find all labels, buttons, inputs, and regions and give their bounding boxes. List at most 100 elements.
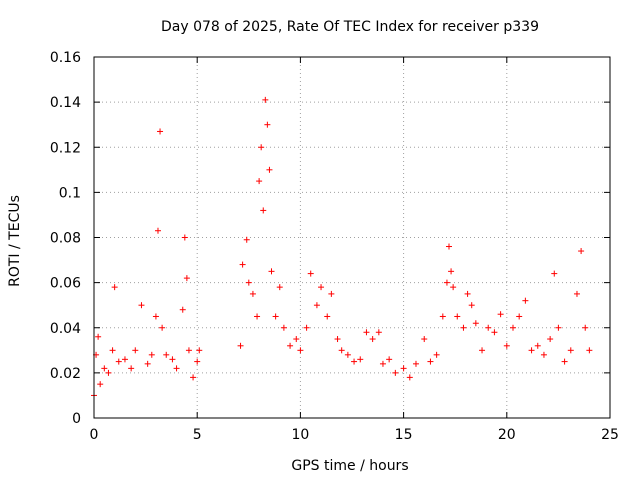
data-point (439, 313, 446, 320)
chart-title: Day 078 of 2025, Rate Of TEC Index for r… (161, 19, 539, 35)
data-point (97, 381, 104, 388)
data-point (159, 324, 166, 331)
data-point (196, 347, 203, 354)
data-point (363, 329, 370, 336)
data-point (573, 290, 580, 297)
data-point (386, 356, 393, 363)
data-point (105, 369, 112, 376)
data-point (509, 324, 516, 331)
data-point (448, 268, 455, 275)
x-tick-label: 5 (193, 427, 202, 443)
data-point (540, 351, 547, 358)
data-point (551, 270, 558, 277)
data-point (194, 358, 201, 365)
data-point (154, 227, 161, 234)
data-point (503, 342, 510, 349)
data-point (169, 356, 176, 363)
x-tick-label: 10 (291, 427, 309, 443)
data-point (183, 275, 190, 282)
x-tick-label: 15 (395, 427, 413, 443)
data-point (243, 236, 250, 243)
data-point (163, 351, 170, 358)
data-point (121, 356, 128, 363)
data-point (446, 243, 453, 250)
y-tick-label: 0.02 (50, 366, 81, 382)
data-point (534, 342, 541, 349)
data-point (254, 313, 261, 320)
data-point (485, 324, 492, 331)
data-point (115, 358, 122, 365)
x-tick-labels: 0 5 10 15 20 25 (90, 427, 619, 443)
data-point (138, 302, 145, 309)
y-tick-label: 0.1 (59, 185, 81, 201)
data-point (472, 320, 479, 327)
data-point (491, 329, 498, 336)
data-point (152, 313, 159, 320)
data-point (522, 297, 529, 304)
y-tick-label: 0.08 (50, 231, 81, 247)
data-point (344, 351, 351, 358)
data-point (262, 96, 269, 103)
data-point (567, 347, 574, 354)
data-point (239, 261, 246, 268)
data-point (185, 347, 192, 354)
data-point (334, 336, 341, 343)
y-axis-label: ROTI / TECUs (7, 195, 23, 287)
axis-ticks (93, 56, 611, 419)
data-point (528, 347, 535, 354)
data-point (256, 178, 263, 185)
data-point (338, 347, 345, 354)
y-tick-label: 0.14 (50, 95, 81, 111)
data-point (516, 313, 523, 320)
data-point (179, 306, 186, 313)
data-point (260, 207, 267, 214)
grid-lines (94, 57, 610, 418)
data-point (464, 290, 471, 297)
data-point (237, 342, 244, 349)
data-point (258, 144, 265, 151)
data-point (268, 268, 275, 275)
data-point (357, 356, 364, 363)
data-point (421, 336, 428, 343)
data-point (375, 329, 382, 336)
data-point (132, 347, 139, 354)
data-point (144, 360, 151, 367)
data-point (128, 365, 135, 372)
data-point (95, 333, 102, 340)
data-point (582, 324, 589, 331)
y-tick-labels: 0 0.02 0.04 0.06 0.08 0.1 0.12 0.14 0.16 (50, 50, 81, 427)
data-point (479, 347, 486, 354)
data-point (460, 324, 467, 331)
data-point (297, 347, 304, 354)
data-point (313, 302, 320, 309)
data-point (369, 336, 376, 343)
data-point (586, 347, 593, 354)
data-points (91, 96, 593, 399)
x-tick-label: 0 (90, 427, 99, 443)
data-point (351, 358, 358, 365)
data-point (101, 365, 108, 372)
data-point (433, 351, 440, 358)
y-tick-label: 0 (72, 411, 81, 427)
data-point (379, 360, 386, 367)
data-point (318, 284, 325, 291)
data-point (406, 374, 413, 381)
data-point (561, 358, 568, 365)
x-tick-label: 25 (601, 427, 619, 443)
data-point (443, 279, 450, 286)
data-point (324, 313, 331, 320)
data-point (293, 336, 300, 343)
data-point (400, 365, 407, 372)
data-point (266, 166, 273, 173)
y-tick-label: 0.06 (50, 276, 81, 292)
data-point (427, 358, 434, 365)
data-point (111, 284, 118, 291)
y-tick-label: 0.12 (50, 140, 81, 156)
data-point (555, 324, 562, 331)
data-point (392, 369, 399, 376)
x-axis-label: GPS time / hours (291, 458, 408, 474)
data-point (454, 313, 461, 320)
data-point (190, 374, 197, 381)
data-point (181, 234, 188, 241)
